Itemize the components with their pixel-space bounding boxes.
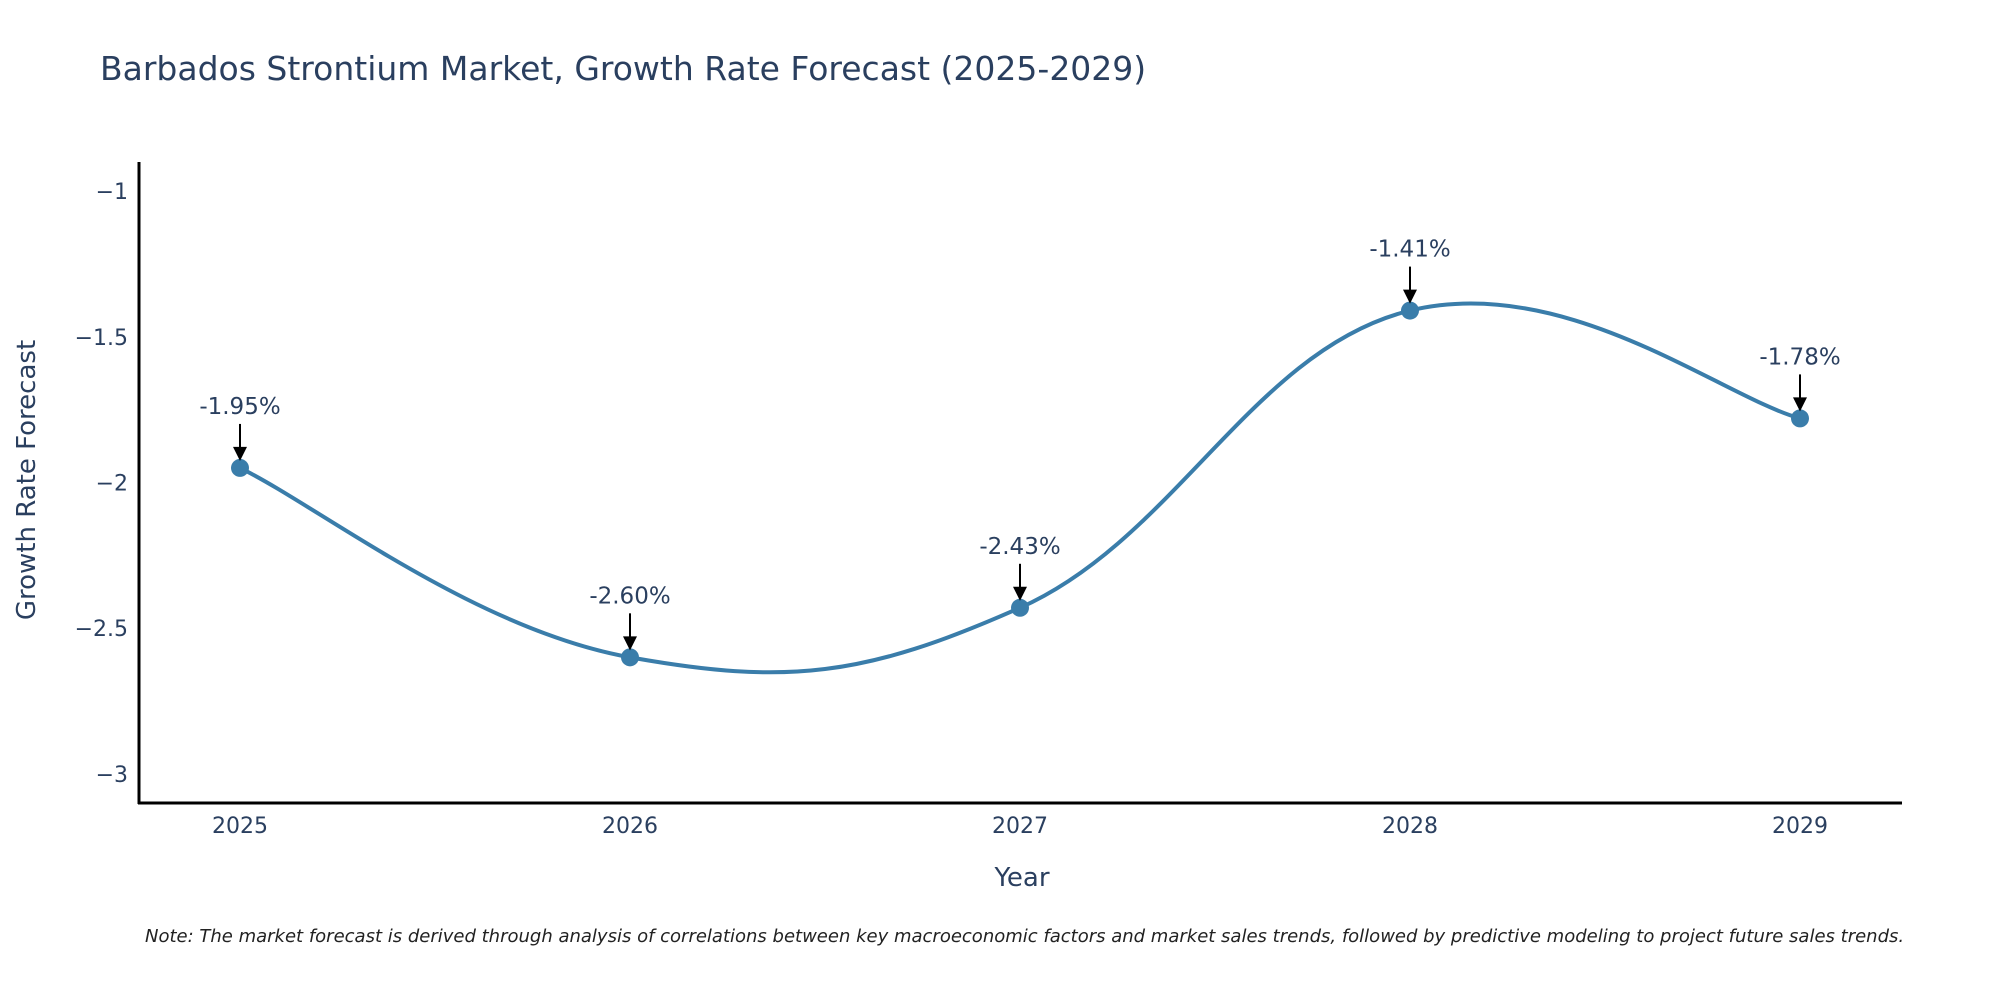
y-axis-title: Growth Rate Forecast bbox=[12, 340, 42, 620]
annotation-arrow-head bbox=[623, 636, 637, 651]
data-point-2029 bbox=[1791, 409, 1809, 428]
x-tick-label: 2029 bbox=[1772, 814, 1828, 839]
y-tick-label: −1 bbox=[96, 180, 128, 205]
y-tick-label: −1.5 bbox=[75, 326, 128, 351]
annotation-arrow-head bbox=[233, 446, 247, 461]
annotation-label: -1.78% bbox=[1759, 344, 1840, 370]
footnote: Note: The market forecast is derived thr… bbox=[145, 926, 1904, 947]
data-point-2027 bbox=[1011, 598, 1029, 617]
annotation-label: -1.41% bbox=[1369, 237, 1450, 263]
annotation-label: -2.60% bbox=[589, 583, 670, 609]
data-point-2026 bbox=[621, 648, 639, 667]
growth-rate-line bbox=[239, 301, 1801, 675]
x-tick-label: 2028 bbox=[1382, 814, 1438, 839]
x-axis-title: Year bbox=[993, 863, 1049, 893]
y-tick-label: −3 bbox=[96, 763, 128, 788]
x-tick-label: 2027 bbox=[992, 814, 1048, 839]
data-points bbox=[231, 301, 1809, 667]
annotation-label: -2.43% bbox=[979, 534, 1060, 560]
y-tick-label: −2.5 bbox=[75, 617, 128, 642]
annotation-arrow-head bbox=[1793, 397, 1807, 412]
data-point-2025 bbox=[231, 458, 249, 477]
x-axis-ticks: 2025 2026 2027 2028 2029 bbox=[212, 814, 1828, 839]
annotation-arrow-head bbox=[1403, 289, 1417, 304]
data-point-2028 bbox=[1401, 301, 1419, 320]
data-annotations: -1.95% -2.60% -2.43% -1.41% -1.78% bbox=[199, 237, 1841, 651]
chart-title: Barbados Strontium Market, Growth Rate F… bbox=[100, 49, 1146, 88]
x-tick-label: 2025 bbox=[212, 814, 268, 839]
x-tick-label: 2026 bbox=[602, 814, 658, 839]
annotation-arrow-head bbox=[1013, 586, 1027, 601]
y-tick-label: −2 bbox=[96, 472, 128, 497]
y-axis-ticks: −1 −1.5 −2 −2.5 −3 bbox=[75, 180, 128, 788]
annotation-label: -1.95% bbox=[199, 394, 280, 420]
